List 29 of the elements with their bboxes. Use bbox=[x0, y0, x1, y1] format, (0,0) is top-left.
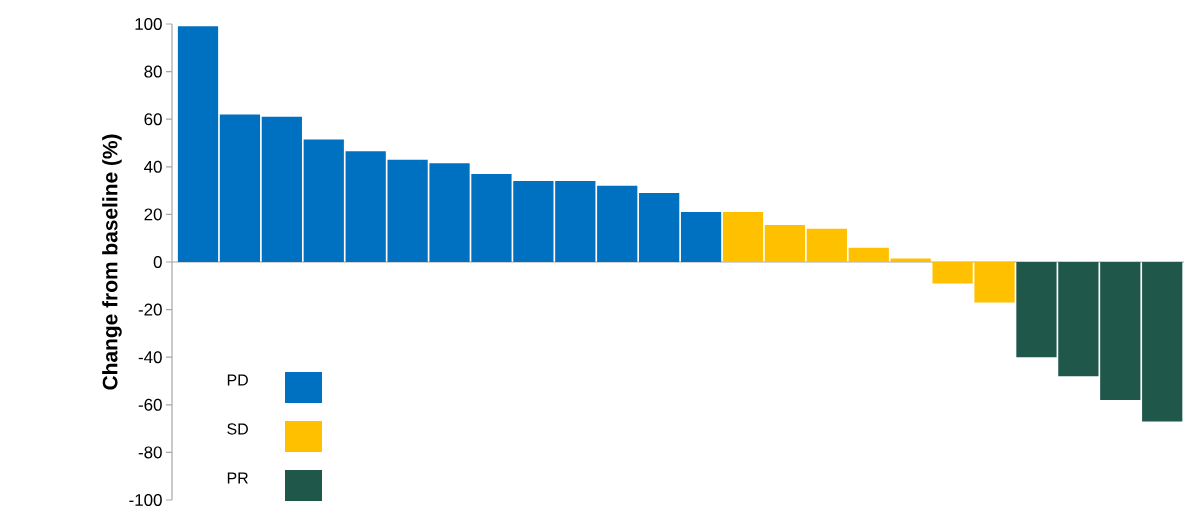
bar bbox=[1142, 261, 1183, 422]
legend-label: SD bbox=[227, 423, 248, 435]
bar bbox=[764, 225, 806, 262]
bar bbox=[261, 116, 302, 262]
y-tick-label: 0 bbox=[153, 255, 162, 268]
bar bbox=[848, 247, 889, 262]
legend-label: PD bbox=[227, 374, 248, 386]
y-tick-label: -20 bbox=[138, 303, 162, 316]
bar bbox=[219, 114, 261, 262]
legend-label: PR bbox=[227, 472, 248, 484]
y-tick-label: 80 bbox=[144, 65, 162, 78]
y-tick-label: 100 bbox=[135, 17, 162, 30]
bar bbox=[639, 192, 680, 262]
y-tick-label: -60 bbox=[138, 398, 162, 411]
bar bbox=[890, 258, 931, 262]
y-axis-title: Change from baseline (%) bbox=[102, 134, 122, 390]
y-tick-label: -80 bbox=[138, 446, 162, 459]
bar bbox=[177, 26, 219, 262]
y-tick-label: 60 bbox=[144, 113, 162, 126]
y-tick-label: -40 bbox=[138, 351, 162, 364]
bar bbox=[1100, 261, 1141, 401]
y-tick-label: -100 bbox=[129, 493, 162, 506]
y-tick-label: 40 bbox=[144, 160, 162, 173]
bar bbox=[680, 212, 722, 262]
bar bbox=[806, 228, 847, 262]
y-tick-label: 20 bbox=[144, 208, 162, 221]
bar bbox=[303, 139, 344, 262]
bar bbox=[722, 212, 764, 262]
bar bbox=[597, 185, 638, 262]
